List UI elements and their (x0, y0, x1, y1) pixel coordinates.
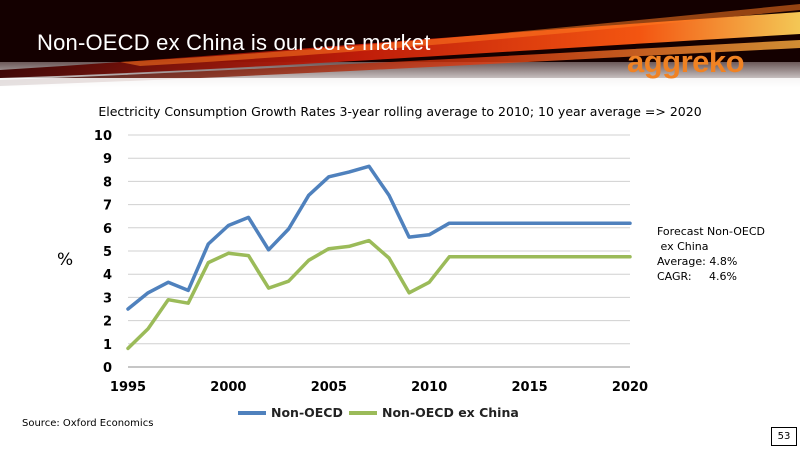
source-note: Source: Oxford Economics (22, 418, 154, 429)
y-tick-label-5: 5 (103, 245, 112, 260)
chart-title: Electricity Consumption Growth Rates 3-y… (98, 104, 702, 119)
x-tick-label-2020: 2020 (612, 380, 648, 395)
legend-label-non-oecd: Non-OECD (271, 405, 343, 420)
legend-item-non-oecd: Non-OECD (238, 405, 343, 420)
legend-label-non-oecd-ex-china: Non-OECD ex China (382, 405, 519, 420)
legend-swatch-non-oecd-ex-china (349, 410, 377, 415)
y-tick-label-1: 1 (103, 338, 112, 353)
page-number: 53 (771, 427, 797, 446)
legend-swatch-non-oecd (238, 410, 266, 415)
header-swoosh (0, 0, 800, 88)
y-axis-label: % (57, 250, 74, 270)
y-tick-label-9: 9 (103, 152, 112, 167)
x-tick-label-2010: 2010 (411, 380, 447, 395)
y-tick-label-8: 8 (103, 175, 112, 190)
chart-legend: Non-OECD Non-OECD ex China (0, 405, 800, 425)
annotation-line-2: ex China (657, 240, 709, 253)
x-tick-label-2000: 2000 (210, 380, 246, 395)
y-tick-label-0: 0 (103, 361, 112, 376)
aggreko-logo: aggreko (627, 44, 745, 79)
x-tick-label-2005: 2005 (311, 380, 347, 395)
annotation-line-4: CAGR: 4.6% (657, 270, 737, 283)
annotation-line-1: Forecast Non-OECD (657, 225, 766, 238)
slide-title: Non-OECD ex China is our core market (37, 30, 431, 55)
y-tick-label-10: 10 (94, 129, 112, 144)
series-line-non-oecd (126, 164, 632, 311)
y-tick-label-4: 4 (103, 268, 112, 283)
y-tick-label-6: 6 (103, 222, 112, 237)
forecast-annotation: Forecast Non-OECD ex China Average: 4.8%… (657, 224, 765, 284)
x-tick-label-1995: 1995 (110, 380, 146, 395)
series-line-non-oecd-ex-china (126, 238, 632, 351)
x-tick-label-2015: 2015 (512, 380, 548, 395)
y-tick-label-3: 3 (103, 291, 112, 306)
y-tick-label-2: 2 (103, 315, 112, 330)
slide-header: Non-OECD ex China is our core market agg… (0, 0, 800, 88)
y-tick-label-7: 7 (103, 199, 112, 214)
annotation-line-3: Average: 4.8% (657, 255, 738, 268)
legend-item-non-oecd-ex-china: Non-OECD ex China (349, 405, 519, 420)
